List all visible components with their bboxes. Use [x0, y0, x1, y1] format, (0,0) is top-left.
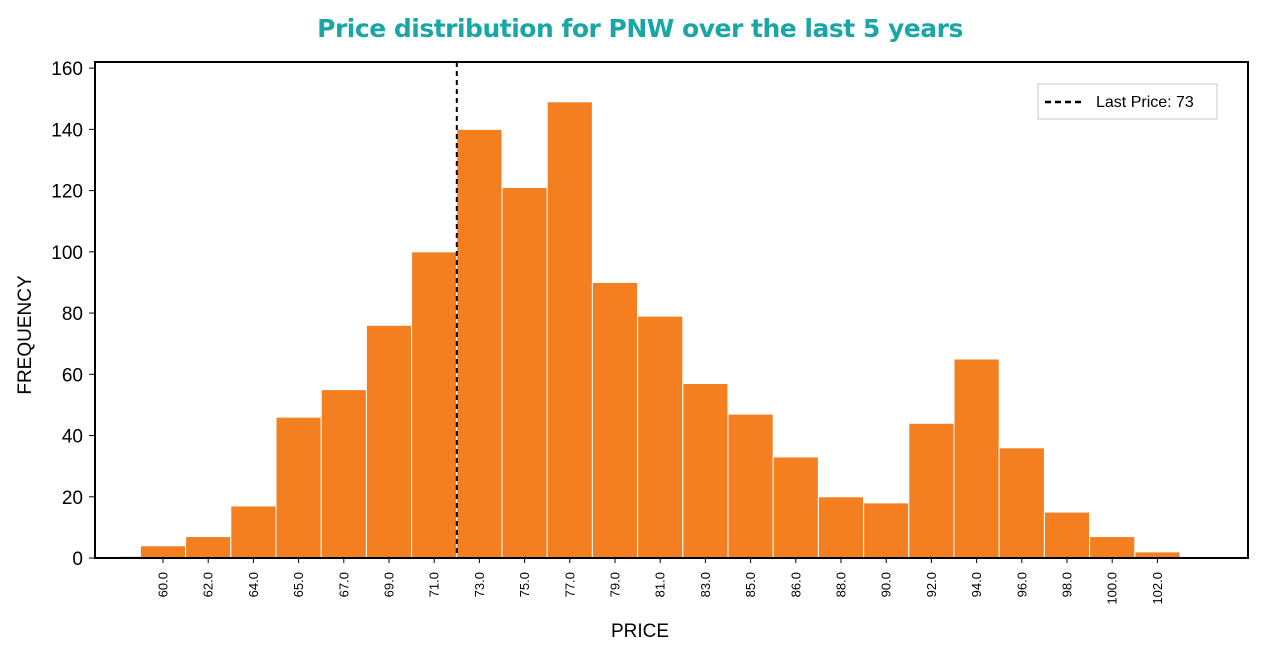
bar-81.0	[637, 315, 684, 559]
x-tick-label: 79.0	[608, 572, 623, 597]
bar-73.0	[456, 128, 503, 559]
bar-64.0	[230, 505, 277, 559]
x-tick-label: 96.0	[1014, 572, 1029, 597]
bar-88.0	[817, 496, 865, 559]
y-tick-label: 120	[51, 182, 83, 203]
chart-title: Price distribution for PNW over the last…	[317, 14, 963, 43]
bars-layer	[120, 101, 1181, 559]
y-tick-label: 160	[51, 59, 83, 80]
x-tick-label: 92.0	[924, 572, 939, 597]
bar-79.0	[591, 281, 639, 559]
bar-94.0	[953, 358, 1000, 559]
x-tick-label: 77.0	[562, 572, 577, 597]
x-tick-label: 73.0	[472, 572, 487, 597]
x-tick-label: 81.0	[653, 572, 668, 597]
bar-65.0	[275, 416, 322, 559]
bar-62.0	[185, 536, 232, 559]
x-tick-label: 65.0	[291, 572, 306, 597]
x-tick-label: 67.0	[336, 572, 351, 597]
x-tick-label: 86.0	[788, 572, 803, 597]
x-tick-label: 94.0	[969, 572, 984, 597]
x-axis-label: PRICE	[611, 621, 669, 642]
y-tick-label: 20	[62, 488, 83, 509]
x-tick-label: 60.0	[156, 572, 171, 597]
x-tick-label: 71.0	[427, 572, 442, 597]
legend-label: Last Price: 73	[1096, 94, 1194, 111]
bar-92.0	[908, 422, 955, 559]
x-tick-label: 102.0	[1150, 572, 1165, 605]
x-tick-label: 75.0	[517, 572, 532, 597]
y-tick-label: 0	[72, 549, 83, 570]
x-tick-label: 62.0	[201, 572, 216, 597]
x-tick-label: 88.0	[834, 572, 849, 597]
x-tick-label: 64.0	[246, 572, 261, 597]
bar-86.0	[772, 456, 819, 559]
bar-77.0	[546, 101, 593, 559]
y-tick-label: 40	[62, 427, 83, 448]
x-axis: 60.0 62.0 64.0 65.0 67.0 69.0 71.0 73.0 75.0 77.0…	[156, 558, 1165, 605]
y-tick-label: 80	[62, 304, 83, 325]
bar-90.0	[863, 502, 910, 559]
bar-96.0	[998, 447, 1045, 559]
bar-60.0	[139, 545, 187, 559]
bar-67.0	[320, 389, 367, 559]
bar-69.0	[365, 324, 413, 559]
bar-85.0	[727, 413, 774, 559]
y-tick-label: 100	[51, 243, 83, 264]
y-tick-label: 140	[51, 120, 83, 141]
x-tick-label: 100.0	[1105, 572, 1120, 605]
bar-75.0	[501, 187, 548, 559]
bar-71.0	[411, 251, 458, 559]
y-axis-label: FREQUENCY	[15, 275, 36, 395]
bar-83.0	[682, 382, 729, 559]
x-tick-label: 85.0	[743, 572, 758, 597]
x-tick-label: 90.0	[879, 572, 894, 597]
x-tick-label: 98.0	[1060, 572, 1075, 597]
x-tick-label: 69.0	[382, 572, 397, 597]
legend: Last Price: 73	[1037, 83, 1218, 120]
y-tick-label: 60	[62, 365, 83, 386]
bar-100.0	[1089, 536, 1136, 559]
y-axis: 0 20 40 60 80 100 120 140 160	[51, 59, 95, 570]
x-tick-label: 83.0	[698, 572, 713, 597]
bar-98.0	[1043, 511, 1091, 559]
plot-area-frame	[94, 61, 1249, 559]
